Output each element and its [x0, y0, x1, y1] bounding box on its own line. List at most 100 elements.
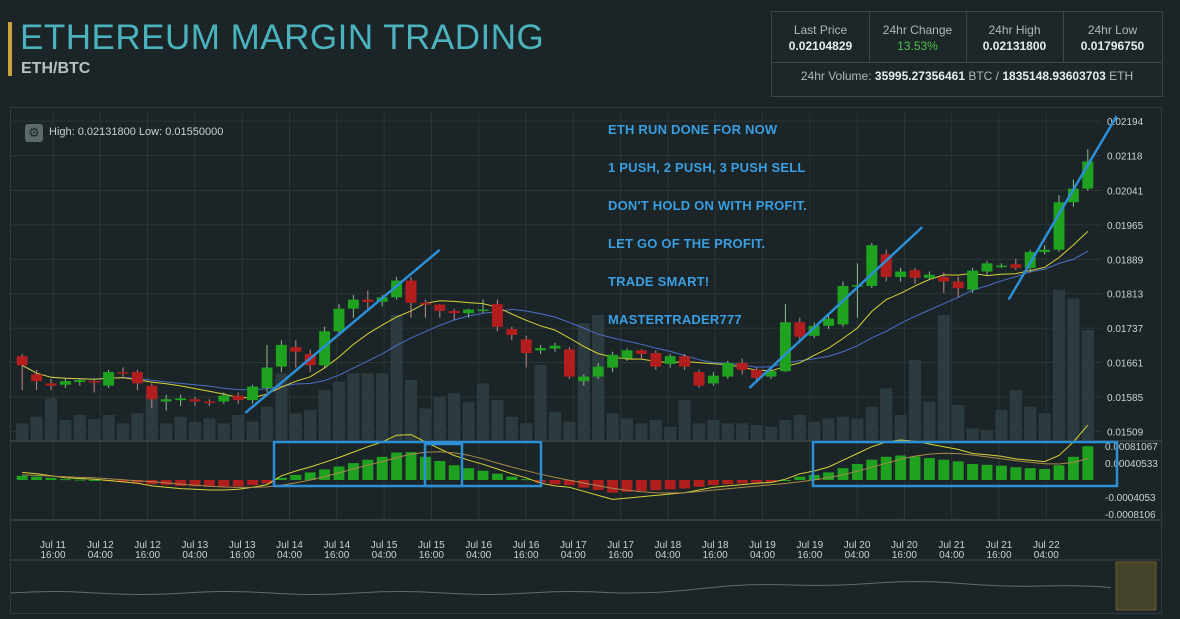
macd-bar	[45, 477, 57, 480]
annotation-text: DON'T HOLD ON WITH PROFIT.	[608, 198, 807, 213]
volume-bar	[980, 430, 994, 440]
volume-bar	[1052, 290, 1066, 440]
volume-bar	[1067, 298, 1080, 440]
x-tick-time: 16:00	[513, 550, 538, 561]
macd-bar	[362, 459, 374, 480]
candle-body	[160, 399, 172, 402]
x-tick-date: Jul 17	[560, 540, 587, 551]
volume-bar	[16, 423, 29, 440]
volume-bar	[246, 421, 259, 440]
chart-canvas[interactable]: 0.02194 0.02118 0.02041 0.01965 0.01889 0.018…	[11, 108, 1161, 613]
macd-bar	[549, 480, 561, 485]
candle-body	[88, 381, 100, 383]
macd-bar	[347, 463, 359, 480]
candle-body	[1010, 264, 1022, 268]
volume-bar	[448, 393, 461, 440]
price-chart[interactable]: 0.02194 0.02118 0.02041 0.01965 0.01889 0.018…	[10, 107, 1162, 614]
x-tick-time: 16:00	[892, 550, 917, 561]
macd-bar	[563, 480, 575, 486]
volume-bar	[865, 406, 878, 440]
volume-btc-unit: BTC /	[968, 69, 1000, 83]
x-tick-date: Jul 18	[655, 540, 682, 551]
volume-bar	[764, 426, 778, 440]
volume-bar	[332, 381, 346, 440]
candle-body	[491, 304, 503, 327]
candle-body	[59, 381, 71, 385]
volume-bar	[1038, 413, 1051, 440]
macd-tick-label: 0.00040533	[1105, 459, 1158, 470]
y-tick-label: 0.01661	[1107, 359, 1144, 370]
volume-bar	[476, 383, 490, 440]
candle-body	[520, 339, 532, 354]
macd-bar	[59, 479, 71, 481]
candle-body	[808, 325, 820, 336]
highlight-box	[423, 442, 464, 488]
macd-tick-label: -0.0008106	[1105, 510, 1156, 521]
macd-bar	[779, 480, 791, 481]
candle-body	[117, 372, 129, 374]
volume-bar	[707, 420, 720, 440]
stat-24hr-high: 24hr High 0.02131800	[966, 12, 1064, 62]
annotation-text: 1 PUSH, 2 PUSH, 3 PUSH SELL	[608, 160, 806, 175]
candle-body	[535, 348, 547, 351]
candle-body	[707, 375, 719, 384]
macd-bar	[607, 480, 619, 493]
stat-label: 24hr Low	[1087, 23, 1138, 37]
candle-body	[563, 349, 575, 377]
navigator-line	[11, 581, 1112, 596]
y-tick-label: 0.02194	[1107, 117, 1144, 128]
gear-icon[interactable]: ⚙	[25, 124, 43, 142]
macd-bar	[880, 456, 892, 480]
x-tick-time: 04:00	[182, 550, 207, 561]
candle-body	[722, 363, 734, 377]
x-tick-time: 16:00	[608, 550, 633, 561]
x-tick-date: Jul 14	[276, 540, 303, 551]
ma-fast-line	[21, 231, 1089, 399]
candle-body	[1039, 249, 1051, 253]
macd-bar	[967, 463, 979, 480]
macd-bar	[909, 456, 921, 480]
macd-bar	[391, 452, 403, 480]
chart-high-low: High: 0.02131800 Low: 0.01550000	[49, 126, 224, 138]
candle-body	[794, 322, 806, 337]
candle-body	[333, 308, 345, 332]
macd-bar	[938, 459, 950, 480]
x-tick-date: Jul 21	[938, 540, 965, 551]
macd-tick-label: -0.0004053	[1105, 493, 1156, 504]
macd-bar	[995, 465, 1007, 480]
x-tick-time: 16:00	[986, 550, 1011, 561]
macd-bar	[650, 480, 662, 491]
candle-body	[463, 309, 475, 314]
candle-body	[765, 371, 777, 377]
stat-24hr-change: 24hr Change 13.53%	[869, 12, 967, 62]
macd-bar	[189, 480, 201, 487]
candle-body	[347, 299, 359, 309]
volume-bar	[952, 405, 965, 440]
volume-bar	[232, 415, 245, 440]
x-tick-time: 04:00	[655, 550, 680, 561]
volume-bar	[289, 413, 302, 440]
candle-body	[923, 274, 935, 278]
candle-body	[434, 304, 446, 311]
volume-bar	[534, 365, 547, 440]
candle-body	[405, 280, 417, 303]
x-tick-time: 04:00	[845, 550, 870, 561]
x-tick-time: 04:00	[88, 550, 113, 561]
macd-bar	[477, 470, 489, 480]
volume-bar	[736, 423, 749, 440]
x-tick-date: Jul 21	[986, 540, 1013, 551]
candle-body	[607, 354, 619, 368]
macd-bar	[463, 468, 475, 480]
candle-body	[1024, 252, 1036, 268]
volume-bar	[937, 315, 950, 440]
candle-body	[1053, 202, 1065, 250]
stats-divider	[772, 62, 1162, 63]
volume-bar	[491, 400, 504, 440]
x-tick-time: 16:00	[703, 550, 728, 561]
macd-bar	[1024, 468, 1036, 480]
macd-bar	[823, 472, 835, 480]
macd-bar	[117, 480, 129, 482]
macd-bar	[434, 461, 446, 480]
candle-body	[275, 344, 287, 367]
stat-value: 0.02104829	[788, 39, 853, 53]
